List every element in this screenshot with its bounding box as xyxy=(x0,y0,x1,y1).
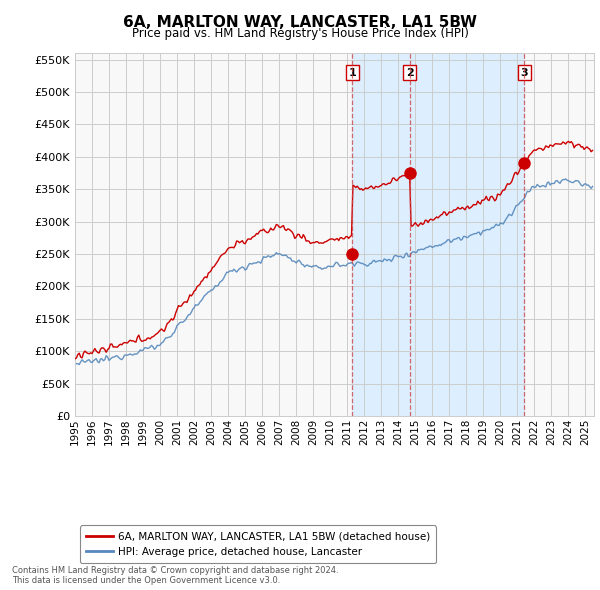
Text: 3: 3 xyxy=(520,67,528,77)
Text: This data is licensed under the Open Government Licence v3.0.: This data is licensed under the Open Gov… xyxy=(12,576,280,585)
Text: Price paid vs. HM Land Registry's House Price Index (HPI): Price paid vs. HM Land Registry's House … xyxy=(131,27,469,40)
Bar xyxy=(352,53,524,416)
Text: Contains HM Land Registry data © Crown copyright and database right 2024.: Contains HM Land Registry data © Crown c… xyxy=(12,566,338,575)
Legend: 6A, MARLTON WAY, LANCASTER, LA1 5BW (detached house), HPI: Average price, detach: 6A, MARLTON WAY, LANCASTER, LA1 5BW (det… xyxy=(80,526,436,563)
Text: 2: 2 xyxy=(406,67,413,77)
Text: 6A, MARLTON WAY, LANCASTER, LA1 5BW: 6A, MARLTON WAY, LANCASTER, LA1 5BW xyxy=(123,15,477,30)
Text: 1: 1 xyxy=(349,67,356,77)
